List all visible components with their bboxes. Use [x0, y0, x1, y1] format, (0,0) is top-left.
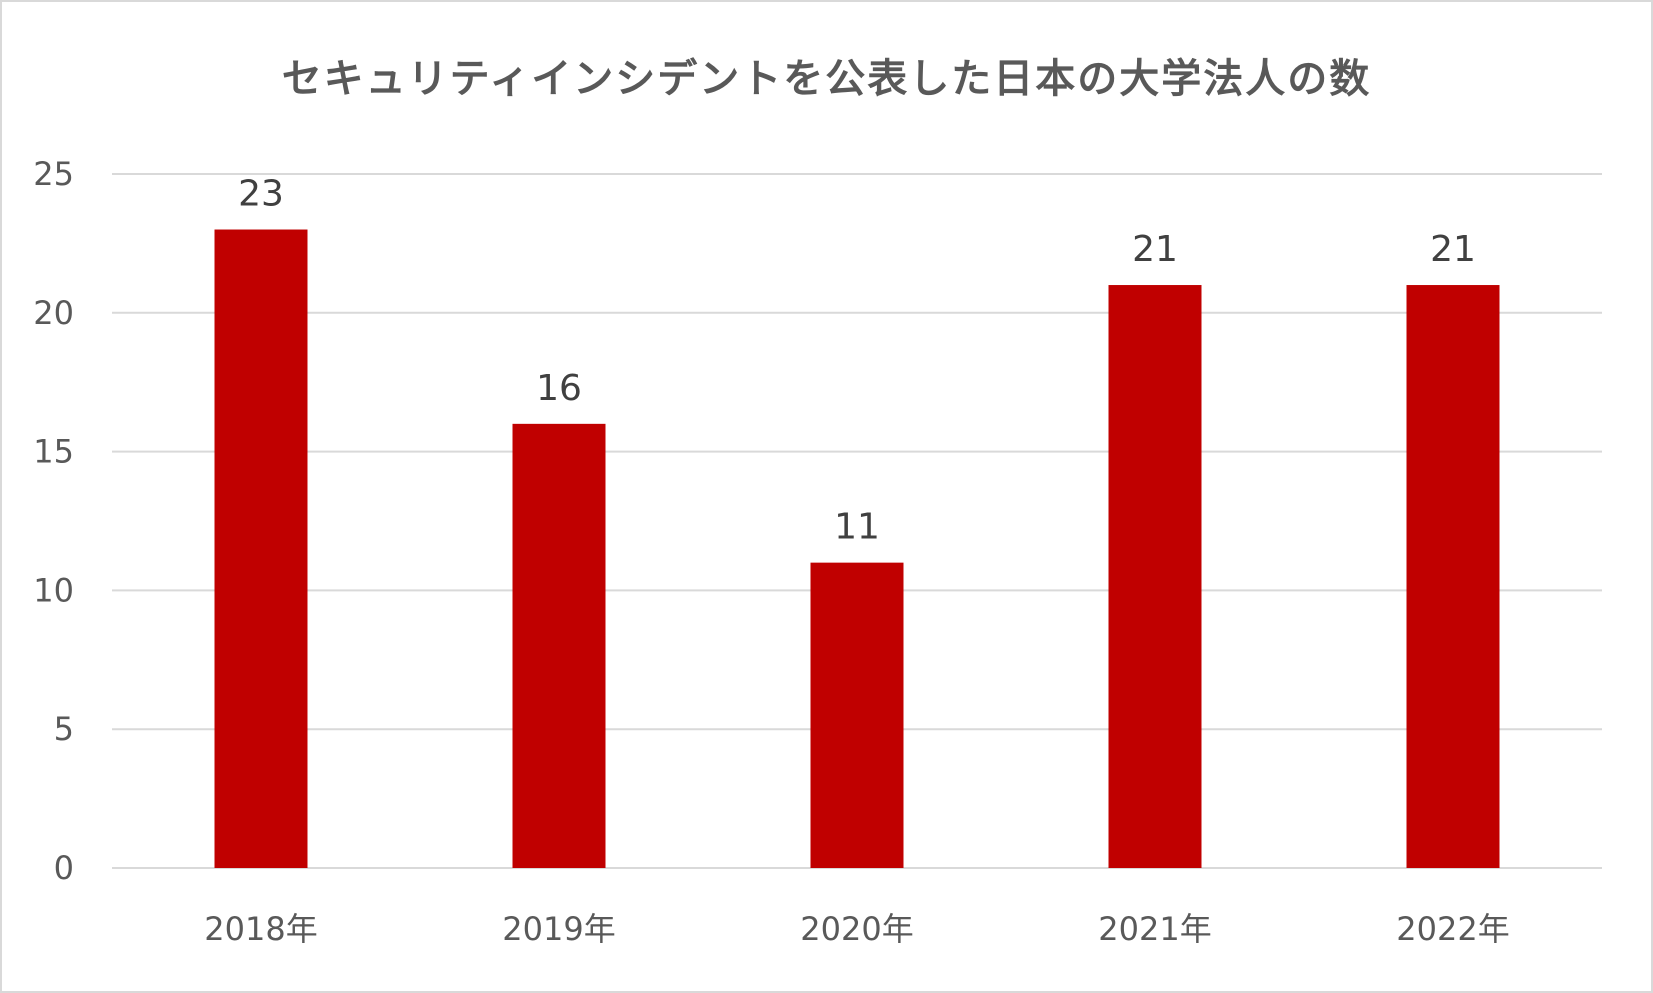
data-label: 11 [834, 507, 880, 548]
x-tick-label: 2022年 [1396, 910, 1509, 948]
data-label: 21 [1430, 229, 1476, 270]
y-tick-label: 0 [54, 849, 74, 887]
bar [810, 562, 904, 868]
bar [512, 423, 606, 868]
y-axis-ticks: 0 5 10 15 20 25 [33, 155, 74, 887]
data-label: 16 [536, 368, 582, 409]
bar [1406, 285, 1500, 868]
x-axis-ticks: 2018年 2019年 2020年 2021年 2022年 [204, 910, 1509, 948]
y-tick-label: 5 [54, 710, 74, 748]
chart-title: セキュリティインシデントを公表した日本の大学法人の数 [281, 56, 1372, 102]
bar [214, 229, 308, 868]
y-tick-label: 10 [33, 571, 74, 609]
x-tick-label: 2021年 [1098, 910, 1211, 948]
bar [1108, 285, 1202, 868]
bars [214, 229, 1500, 868]
data-labels: 23 16 11 21 21 [238, 174, 1476, 548]
y-tick-label: 20 [33, 294, 74, 332]
y-tick-label: 25 [33, 155, 74, 193]
x-tick-label: 2020年 [800, 910, 913, 948]
y-tick-label: 15 [33, 433, 74, 471]
data-label: 21 [1132, 229, 1178, 270]
data-label: 23 [238, 174, 284, 215]
x-tick-label: 2019年 [502, 910, 615, 948]
x-tick-label: 2018年 [204, 910, 317, 948]
